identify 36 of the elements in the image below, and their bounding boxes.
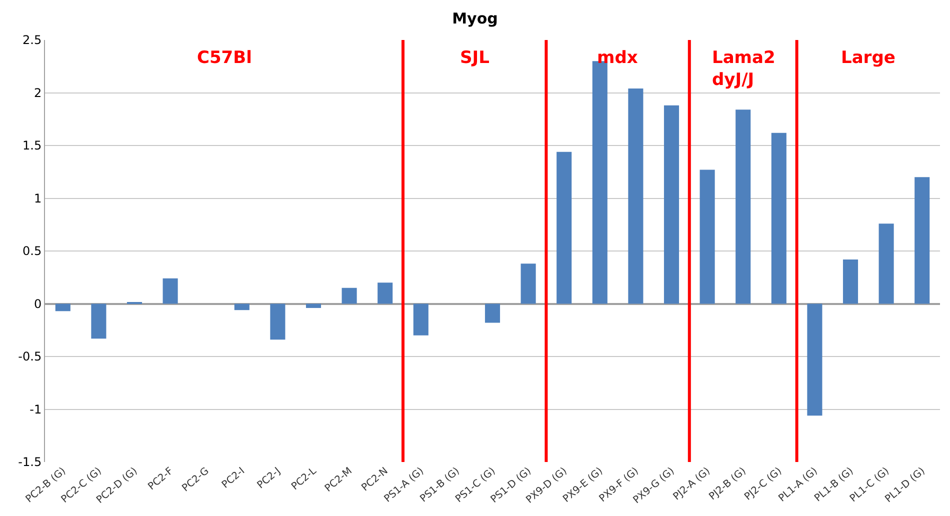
bar <box>520 264 536 304</box>
bar <box>556 152 572 304</box>
annotation: Large <box>841 48 896 68</box>
bar <box>914 177 930 304</box>
annotation: SJL <box>460 48 490 68</box>
y-tick-label: 2.5 <box>22 33 42 48</box>
y-tick-label: -0.5 <box>18 350 42 364</box>
y-tick-label: 1 <box>34 191 42 206</box>
bar <box>413 304 428 336</box>
y-tick-label: -1.5 <box>18 455 42 470</box>
annotation: C57Bl <box>197 48 252 68</box>
bar <box>807 304 822 416</box>
bar <box>378 282 393 304</box>
bar <box>342 288 357 304</box>
chart-title: Myog <box>452 9 498 28</box>
bar <box>234 304 250 310</box>
y-tick-label: 0.5 <box>22 244 42 258</box>
bar <box>878 224 894 304</box>
bar <box>306 304 322 308</box>
bar <box>736 110 751 304</box>
bar <box>664 105 680 304</box>
bar <box>91 304 106 339</box>
y-tick-label: -1 <box>30 402 42 416</box>
annotation: Lama2 dyJ/J <box>712 48 776 90</box>
y-tick-label: 2 <box>34 86 42 100</box>
annotation: mdx <box>597 48 638 68</box>
y-tick-label: 0 <box>34 296 42 311</box>
bar <box>484 304 500 323</box>
bar <box>771 132 786 304</box>
bar <box>700 170 715 304</box>
bar <box>55 304 70 312</box>
bar <box>162 278 178 304</box>
y-tick-label: 1.5 <box>22 138 42 153</box>
bar <box>270 304 286 340</box>
bar <box>628 88 644 304</box>
bar <box>842 259 858 304</box>
